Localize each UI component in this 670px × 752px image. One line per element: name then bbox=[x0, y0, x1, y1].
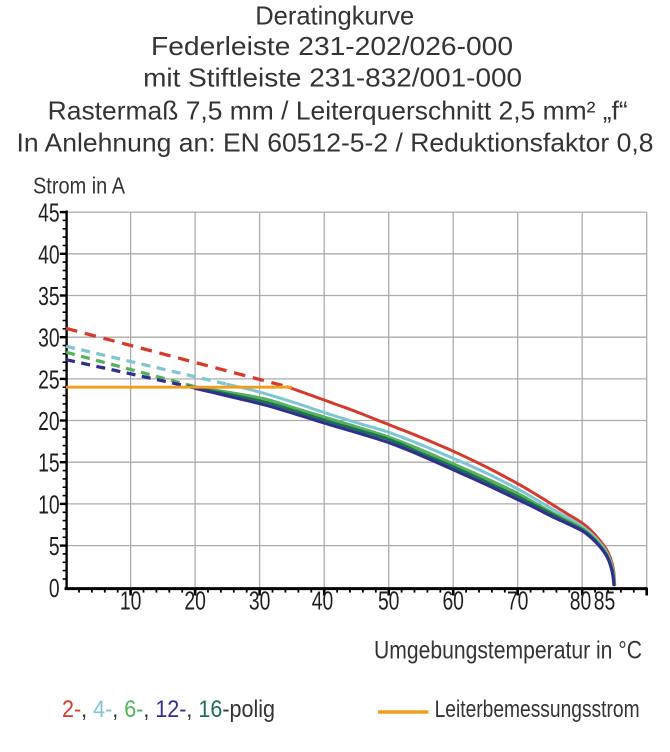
svg-text:20: 20 bbox=[184, 588, 206, 616]
svg-text:30: 30 bbox=[249, 588, 271, 616]
svg-text:10: 10 bbox=[120, 588, 142, 616]
svg-text:80: 80 bbox=[570, 588, 592, 616]
svg-text:2-, 4-, 6-, 12-, 16-polig: 2-, 4-, 6-, 12-, 16-polig bbox=[62, 696, 275, 723]
svg-text:Leiterbemessungsstrom: Leiterbemessungsstrom bbox=[435, 696, 640, 723]
svg-text:40: 40 bbox=[38, 241, 60, 269]
svg-text:35: 35 bbox=[38, 283, 60, 311]
svg-text:20: 20 bbox=[38, 408, 60, 436]
svg-text:Federleiste 231-202/026-000: Federleiste 231-202/026-000 bbox=[151, 31, 513, 61]
svg-text:85: 85 bbox=[594, 588, 616, 616]
svg-text:0: 0 bbox=[49, 575, 60, 603]
svg-text:mit Stiftleiste 231-832/001-00: mit Stiftleiste 231-832/001-000 bbox=[143, 63, 522, 93]
svg-text:70: 70 bbox=[507, 588, 529, 616]
svg-text:10: 10 bbox=[38, 491, 60, 519]
svg-text:In Anlehnung an: EN 60512-5-2: In Anlehnung an: EN 60512-5-2 / Reduktio… bbox=[17, 128, 654, 158]
svg-text:45: 45 bbox=[38, 200, 60, 228]
svg-text:25: 25 bbox=[38, 366, 60, 394]
svg-text:60: 60 bbox=[442, 588, 464, 616]
svg-text:15: 15 bbox=[38, 450, 60, 478]
svg-text:Umgebungstemperatur in °C: Umgebungstemperatur in °C bbox=[374, 637, 642, 665]
svg-text:Deratingkurve: Deratingkurve bbox=[255, 1, 414, 31]
svg-text:40: 40 bbox=[312, 588, 334, 616]
svg-text:50: 50 bbox=[378, 588, 400, 616]
svg-text:Strom in A: Strom in A bbox=[33, 173, 125, 199]
svg-text:Rastermaß 7,5 mm / Leiterquers: Rastermaß 7,5 mm / Leiterquerschnitt 2,5… bbox=[48, 96, 628, 126]
svg-text:5: 5 bbox=[49, 533, 60, 561]
svg-text:30: 30 bbox=[38, 325, 60, 353]
